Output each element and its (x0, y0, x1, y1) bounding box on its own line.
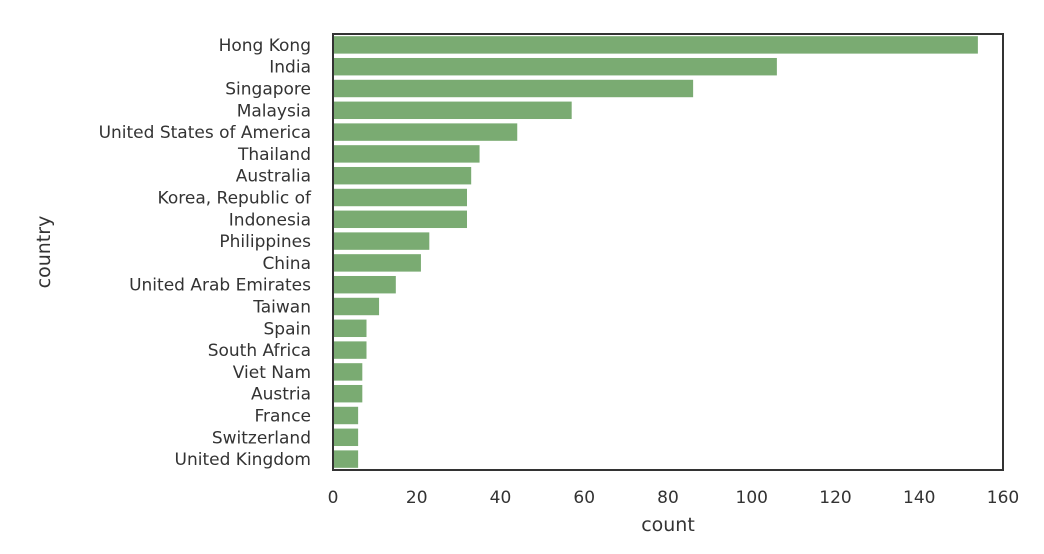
category-label: India (269, 58, 311, 78)
plot-frame (332, 33, 1004, 471)
category-label: Korea, Republic of (158, 189, 312, 209)
bar-united-kingdom (333, 450, 359, 468)
bars-group (333, 36, 978, 468)
x-tick-label: 80 (657, 488, 679, 508)
bar-china (333, 254, 421, 272)
bar-india (333, 57, 777, 76)
bar-singapore (333, 79, 694, 98)
category-label: United Arab Emirates (129, 276, 311, 296)
category-label: Indonesia (229, 210, 311, 230)
bar-malaysia (333, 101, 572, 120)
category-label: Singapore (225, 80, 311, 100)
bar-south-africa (333, 341, 367, 359)
category-label: Philippines (219, 232, 311, 252)
bar-taiwan (333, 297, 380, 316)
category-label: South Africa (208, 341, 311, 361)
category-label: Australia (236, 167, 311, 187)
bar-spain (333, 319, 367, 338)
bar-australia (333, 166, 472, 185)
x-tick-labels: 0 20 40 60 80 100 120 140 160 (328, 488, 1020, 508)
category-label: Thailand (237, 145, 311, 165)
x-axis-label: count (641, 514, 695, 536)
bar-united-states-of-america (333, 123, 518, 141)
bar-france (333, 406, 359, 425)
x-tick-label: 160 (987, 488, 1019, 508)
x-tick-label: 100 (736, 488, 768, 508)
bar-thailand (333, 145, 480, 163)
x-tick-label: 40 (490, 488, 512, 508)
bar-switzerland (333, 428, 359, 447)
category-label: France (254, 407, 311, 427)
category-label: Viet Nam (233, 363, 311, 383)
bar-korea-republic-of (333, 188, 467, 207)
category-label: Taiwan (252, 298, 311, 318)
category-label: United States of America (99, 123, 311, 143)
x-tick-label: 140 (903, 488, 935, 508)
y-axis-label: country (33, 216, 55, 289)
category-label: United Kingdom (175, 450, 311, 470)
category-label: Malaysia (237, 101, 311, 121)
x-tick-label: 120 (819, 488, 851, 508)
bar-indonesia (333, 210, 467, 229)
category-label: Hong Kong (219, 36, 311, 56)
bar-austria (333, 384, 363, 403)
x-tick-label: 60 (573, 488, 595, 508)
bar-hong-kong (333, 36, 978, 54)
bar-viet-nam (333, 363, 363, 381)
category-label: Austria (251, 385, 311, 405)
bar-united-arab-emirates (333, 275, 396, 294)
category-label: Switzerland (212, 428, 311, 448)
bar-philippines (333, 232, 430, 250)
x-tick-label: 0 (328, 488, 339, 508)
category-label: China (262, 254, 311, 274)
category-label: Spain (264, 319, 312, 339)
x-tick-label: 20 (406, 488, 428, 508)
